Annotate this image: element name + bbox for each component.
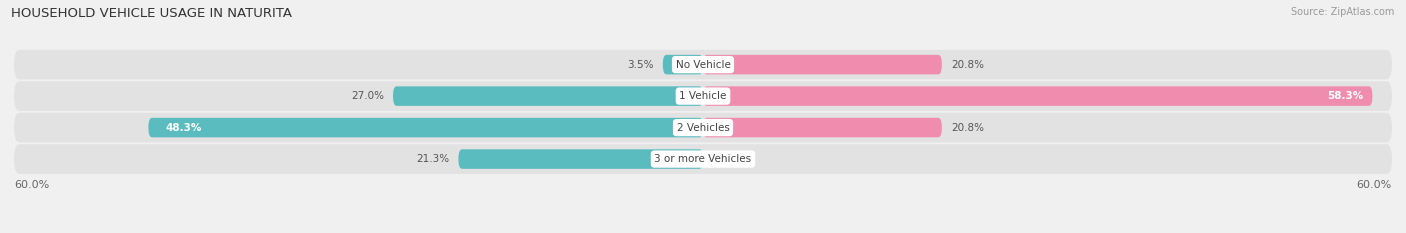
Text: 48.3%: 48.3% [166, 123, 202, 133]
Text: 0.0%: 0.0% [713, 154, 738, 164]
FancyBboxPatch shape [14, 81, 1392, 111]
Text: 20.8%: 20.8% [950, 60, 984, 70]
FancyBboxPatch shape [458, 149, 703, 169]
FancyBboxPatch shape [703, 118, 942, 137]
Text: 60.0%: 60.0% [1357, 181, 1392, 191]
Text: 58.3%: 58.3% [1327, 91, 1364, 101]
Text: 2 Vehicles: 2 Vehicles [676, 123, 730, 133]
FancyBboxPatch shape [14, 113, 1392, 142]
Text: 1 Vehicle: 1 Vehicle [679, 91, 727, 101]
FancyBboxPatch shape [703, 55, 942, 74]
FancyBboxPatch shape [703, 86, 1372, 106]
FancyBboxPatch shape [14, 50, 1392, 79]
FancyBboxPatch shape [662, 55, 703, 74]
Text: Source: ZipAtlas.com: Source: ZipAtlas.com [1291, 7, 1395, 17]
Text: HOUSEHOLD VEHICLE USAGE IN NATURITA: HOUSEHOLD VEHICLE USAGE IN NATURITA [11, 7, 292, 20]
Text: 60.0%: 60.0% [14, 181, 49, 191]
Text: 20.8%: 20.8% [950, 123, 984, 133]
Text: 27.0%: 27.0% [350, 91, 384, 101]
FancyBboxPatch shape [14, 144, 1392, 174]
FancyBboxPatch shape [149, 118, 703, 137]
FancyBboxPatch shape [392, 86, 703, 106]
Text: 3.5%: 3.5% [627, 60, 654, 70]
Text: 3 or more Vehicles: 3 or more Vehicles [654, 154, 752, 164]
Text: 21.3%: 21.3% [416, 154, 450, 164]
Text: No Vehicle: No Vehicle [675, 60, 731, 70]
